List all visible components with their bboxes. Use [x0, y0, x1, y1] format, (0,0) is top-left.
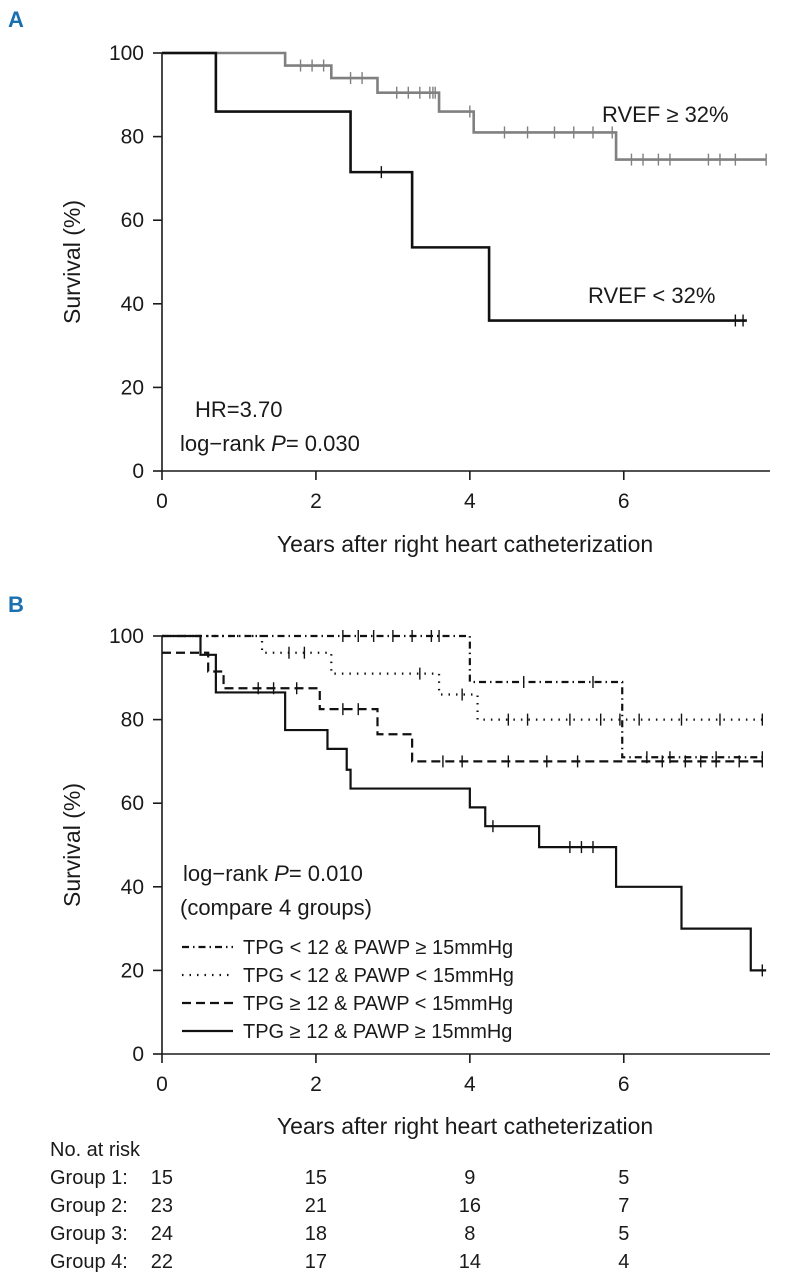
risk-count-group-3: 5 [618, 1223, 629, 1245]
panel-a-y-tick-label: 20 [121, 376, 144, 399]
panel-a-logrank-prefix: log−rank [180, 431, 271, 456]
legend-label-group-3: TPG ≥ 12 & PAWP < 15mmHg [243, 993, 513, 1015]
risk-count-group-4: 17 [305, 1251, 327, 1273]
risk-count-group-1: 15 [151, 1167, 173, 1189]
panel-a-y-tick-label: 80 [121, 126, 144, 149]
panel-a-y-tick-label: 60 [121, 209, 144, 232]
panel-a-axes [161, 53, 770, 472]
panel-b-x-tick-label: 2 [310, 1073, 322, 1096]
panel-b-y-tick-label: 100 [109, 625, 144, 648]
legend-label-group-4: TPG ≥ 12 & PAWP ≥ 15mmHg [243, 1021, 512, 1043]
panel-b-logrank-prefix: log−rank [183, 861, 274, 886]
panel-a-hr-annotation: HR=3.70 [195, 397, 282, 422]
number-at-risk-table: No. at risk Group 1: Group 2: Group 3: G… [50, 1139, 629, 1273]
risk-count-group-4: 22 [151, 1251, 173, 1273]
risk-count-group-1: 9 [464, 1167, 475, 1189]
panel-a-logrank-p: P [271, 431, 286, 456]
panel-b-y-tick-label: 60 [121, 792, 144, 815]
risk-count-group-4: 14 [459, 1251, 481, 1273]
panel-a-label: A [8, 7, 24, 32]
risk-count-group-3: 24 [151, 1223, 173, 1245]
panel-b-legend: TPG < 12 & PAWP ≥ 15mmHg TPG < 12 & PAWP… [182, 937, 514, 1043]
panel-a-label-rvef-high: RVEF ≥ 32% [602, 102, 729, 127]
panel-b-x-tick-label: 0 [156, 1073, 168, 1096]
panel-a-y-tick-label: 40 [121, 293, 144, 316]
risk-count-group-2: 23 [151, 1195, 173, 1217]
panel-b-curve-4 [162, 634, 767, 972]
risk-count-group-4: 4 [618, 1251, 629, 1273]
risk-row-label-group-1: Group 1: [50, 1167, 128, 1189]
risk-count-group-2: 7 [618, 1195, 629, 1217]
panel-b-curve-1 [162, 634, 767, 759]
legend-label-group-1: TPG < 12 & PAWP ≥ 15mmHg [243, 937, 513, 959]
panel-b-y-tick-label: 20 [121, 959, 144, 982]
legend-label-group-2: TPG < 12 & PAWP < 15mmHg [243, 965, 514, 987]
panel-a-x-tick-label: 2 [310, 490, 322, 513]
risk-row-label-group-3: Group 3: [50, 1223, 128, 1245]
panel-a-x-axis-title: Years after right heart catheterization [277, 531, 653, 557]
panel-a-x-tick-label: 6 [618, 490, 630, 513]
risk-count-group-2: 21 [305, 1195, 327, 1217]
risk-count-group-1: 15 [305, 1167, 327, 1189]
risk-count-group-3: 8 [464, 1223, 475, 1245]
panel-b-axes [161, 636, 770, 1055]
panel-b-logrank-annotation: log−rank P= 0.010 [183, 861, 363, 886]
panel-b-y-tick-label: 40 [121, 876, 144, 899]
number-at-risk-header: No. at risk [50, 1139, 141, 1161]
panel-b-x-tick-label: 6 [618, 1073, 630, 1096]
panel-b-curve-2 [162, 634, 767, 721]
risk-count-group-3: 18 [305, 1223, 327, 1245]
panel-a-curves [162, 51, 767, 327]
panel-b-curves [162, 630, 767, 977]
panel-b-y-axis-title: Survival (%) [59, 783, 85, 907]
panel-b-x-axis-title: Years after right heart catheterization [277, 1113, 653, 1139]
panel-a-logrank-value: = 0.030 [286, 431, 360, 456]
panel-b-curve-3 [162, 651, 767, 763]
panel-b-y-tick-label: 0 [132, 1043, 144, 1066]
panel-b-y-tick-label: 80 [121, 709, 144, 732]
panel-b-logrank-value: = 0.010 [289, 861, 363, 886]
panel-b-compare-annotation: (compare 4 groups) [180, 895, 372, 920]
panel-a-y-axis-title: Survival (%) [59, 200, 85, 324]
panel-b-x-tick-label: 4 [464, 1073, 476, 1096]
panel-a-x-tick-label: 4 [464, 490, 476, 513]
panel-b-logrank-p: P [274, 861, 289, 886]
panel-a-x-tick-label: 0 [156, 490, 168, 513]
risk-row-label-group-4: Group 4: [50, 1251, 128, 1273]
risk-row-label-group-2: Group 2: [50, 1195, 128, 1217]
panel-a-y-tick-label: 100 [109, 42, 144, 65]
panel-a-logrank-annotation: log−rank P= 0.030 [180, 431, 360, 456]
panel-a-curve-2 [162, 51, 747, 322]
panel-a-label-rvef-low: RVEF < 32% [588, 283, 715, 308]
risk-count-group-1: 5 [618, 1167, 629, 1189]
panel-b-label: B [8, 592, 24, 617]
risk-count-group-2: 16 [459, 1195, 481, 1217]
panel-a-y-tick-label: 0 [132, 460, 144, 483]
